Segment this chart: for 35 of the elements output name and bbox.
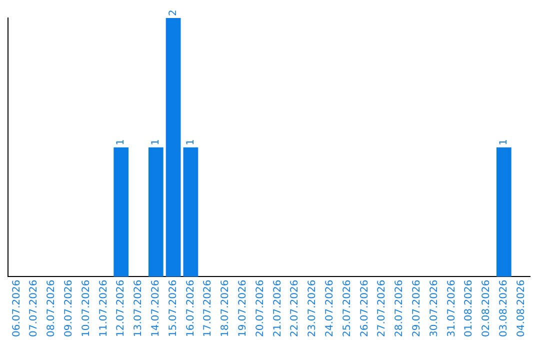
- x-tick-label: 03.08.2026: [498, 280, 510, 338]
- data-label: 1: [116, 138, 127, 146]
- x-tick-label: 25.07.2026: [342, 280, 353, 338]
- x-tick-label: 08.07.2026: [46, 280, 58, 338]
- x-tick-label: 29.07.2026: [411, 280, 422, 338]
- x-tick-label: 11.07.2026: [98, 280, 110, 338]
- x-tick-label: 15.07.2026: [168, 280, 179, 338]
- x-tick-label: 20.07.2026: [254, 280, 266, 338]
- data-label: 1: [150, 138, 162, 146]
- x-tick-label: 16.07.2026: [185, 280, 196, 338]
- x-tick-label: 26.07.2026: [359, 280, 370, 338]
- x-tick-label: 10.07.2026: [80, 280, 92, 338]
- x-tick-label: 19.07.2026: [237, 280, 248, 338]
- x-tick-label: 18.07.2026: [220, 280, 232, 338]
- x-tick-label: 01.08.2026: [464, 280, 475, 338]
- x-tick-label: 13.07.2026: [133, 280, 144, 338]
- x-tick-label: 02.08.2026: [481, 280, 492, 338]
- x-tick-label: 22.07.2026: [290, 280, 301, 338]
- x-tick-label: 24.07.2026: [324, 280, 336, 338]
- x-tick-label: 17.07.2026: [202, 280, 214, 338]
- x-tick-label: 09.07.2026: [63, 280, 74, 338]
- x-tick-label: 04.08.2026: [516, 280, 527, 338]
- x-tick-label: 06.07.2026: [11, 280, 22, 338]
- x-tick-label: 07.07.2026: [28, 280, 40, 338]
- x-tick-label: 12.07.2026: [116, 280, 127, 338]
- x-tick-label: 27.07.2026: [376, 280, 388, 338]
- x-tick-label: 28.07.2026: [394, 280, 406, 338]
- x-tick-label: 31.07.2026: [446, 280, 458, 338]
- x-tick-label: 14.07.2026: [150, 280, 162, 338]
- data-label: 1: [185, 138, 196, 146]
- x-tick-label: 21.07.2026: [272, 280, 284, 338]
- data-label: 2: [168, 10, 179, 16]
- data-label: 1: [498, 138, 510, 146]
- x-tick-label: 23.07.2026: [307, 280, 318, 338]
- x-tick-label: 30.07.2026: [428, 280, 440, 338]
